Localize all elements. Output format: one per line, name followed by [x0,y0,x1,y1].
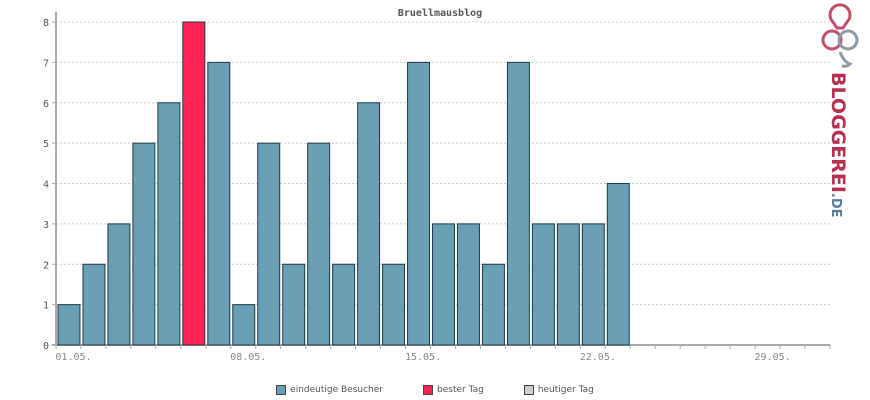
bar [407,61,431,346]
legend-item-today: heutiger Tag [523,385,594,395]
bar [432,223,455,346]
y-tick-label: 8 [43,18,49,29]
legend-item-best-day: bester Tag [423,385,484,395]
bar [531,223,555,346]
legend-swatch-best-day [423,385,433,395]
bar [157,102,181,346]
logo-text: BLOGGEREI [827,72,849,193]
x-tick-labels: 01.05. 08.05. 15.05. 22.05. 29.05. [55,352,790,363]
x-tick-label: 29.05. [755,352,791,363]
legend-swatch-today [523,385,534,395]
bar [332,263,356,346]
bar [282,263,306,346]
y-tick-label: 7 [43,58,49,69]
bar [357,102,381,346]
bar [257,142,281,346]
bar [382,263,406,346]
bloggerei-logo: BLOGGEREI.DE [821,3,859,218]
bar [57,304,81,346]
x-tick-label: 22.05. [580,352,616,363]
y-tick-label: 6 [43,99,49,110]
bar-best-day [182,21,206,346]
legend-item-visitors: eindeutige Besucher [276,385,383,395]
bar [82,263,106,346]
legend-swatch-visitors [276,385,287,395]
bar [506,61,530,346]
y-tick-label: 5 [43,139,49,150]
bar [132,142,156,346]
y-tick-label: 0 [43,341,49,352]
chart-title: Bruellmausblog [398,8,482,19]
bar [581,223,605,346]
bar [307,142,331,346]
chart-legend: eindeutige Besucher bester Tag heutiger … [0,385,870,395]
y-tick-label: 4 [43,180,49,191]
bar [481,263,505,346]
x-tick-label: 08.05. [230,352,266,363]
y-tick-label: 1 [43,301,49,312]
bar [232,304,256,346]
bar [606,183,630,346]
svg-text:BLOGGEREI.DE: BLOGGEREI.DE [827,72,849,218]
logo-suffix: .DE [828,193,843,218]
y-tick-labels: 0 1 2 3 4 5 6 7 8 [43,18,49,352]
bar [456,223,480,346]
x-tick-label: 01.05. [55,352,91,363]
x-tick-label: 15.05. [405,352,441,363]
legend-label-best-day: bester Tag [437,385,484,395]
speech-bubble-logo-icon [821,3,859,68]
y-tick-label: 2 [43,260,49,271]
y-tick-label: 3 [43,220,49,231]
legend-label-today: heutiger Tag [537,385,594,395]
bar [107,223,131,346]
bars [57,21,630,346]
bar [207,61,231,346]
legend-label-visitors: eindeutige Besucher [290,385,383,395]
bar [556,223,580,346]
